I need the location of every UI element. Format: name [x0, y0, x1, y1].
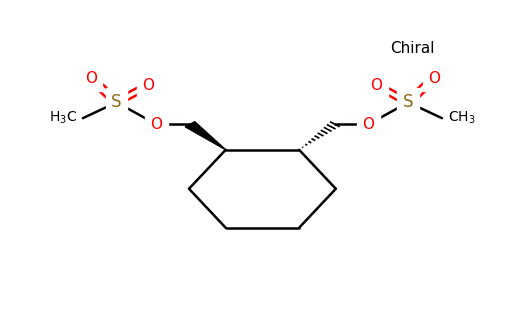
Text: O: O — [371, 78, 382, 93]
Text: CH$_3$: CH$_3$ — [448, 110, 476, 126]
Text: H$_3$C: H$_3$C — [49, 110, 77, 126]
Text: O: O — [85, 70, 97, 86]
Text: O: O — [428, 70, 440, 86]
Text: O: O — [142, 78, 154, 93]
Polygon shape — [185, 122, 226, 150]
Text: S: S — [403, 93, 414, 111]
Text: O: O — [150, 117, 162, 132]
Text: S: S — [111, 93, 122, 111]
Text: O: O — [362, 117, 375, 132]
Text: Chiral: Chiral — [390, 41, 435, 56]
